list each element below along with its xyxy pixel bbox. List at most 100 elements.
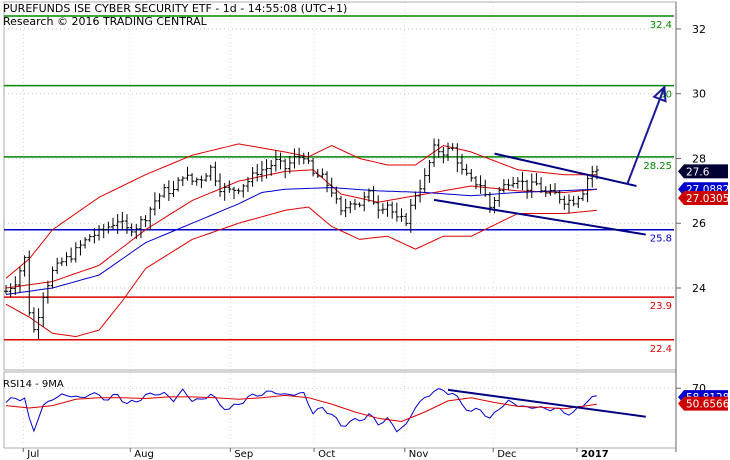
- ohlc-bar: [483, 179, 488, 197]
- price-tag-label: 50.6566: [686, 399, 730, 411]
- ohlc-bar: [124, 214, 129, 234]
- price-tag-label: 27.0305: [686, 193, 729, 205]
- ohlc-bar: [185, 166, 190, 181]
- ohlc-bar: [31, 307, 36, 333]
- ohlc-bar: [22, 255, 27, 277]
- forecast-arrow-shaft: [626, 86, 666, 185]
- chart-subtitle: Research © 2016 TRADING CENTRAL: [3, 15, 208, 28]
- ohlc-bar: [325, 171, 330, 193]
- ohlc-bar: [297, 147, 302, 165]
- ohlc-bar: [371, 186, 376, 205]
- level-label: 25.8: [650, 234, 672, 245]
- ohlc-bar: [446, 142, 451, 161]
- ohlc-bar: [380, 203, 385, 214]
- ohlc-bar: [236, 188, 241, 195]
- ohlc-bar: [59, 257, 64, 266]
- ohlc-bar: [208, 164, 213, 181]
- ohlc-bar: [459, 153, 464, 175]
- ohlc-bar: [199, 175, 204, 189]
- chart-title: PUREFUNDS ISE CYBER SECURITY ETF - 1d - …: [3, 2, 347, 15]
- ohlc-bar: [148, 206, 153, 231]
- forecast-arrow-head: [652, 85, 667, 103]
- ohlc-bar: [585, 174, 590, 203]
- ohlc-bar: [45, 280, 50, 304]
- ohlc-bar: [394, 202, 399, 222]
- ohlc-bar: [264, 159, 269, 179]
- ohlc-bar: [529, 173, 534, 199]
- ohlc-bar: [548, 184, 553, 196]
- trendline: [433, 198, 646, 236]
- ohlc-bar: [525, 179, 530, 199]
- ohlc-bar: [171, 180, 176, 198]
- ohlc-bar: [106, 221, 111, 234]
- ohlc-bar: [17, 266, 22, 293]
- ohlc-bar: [441, 146, 446, 164]
- x-tick-label: Nov: [409, 449, 429, 460]
- x-tick-label: Jul: [26, 449, 39, 460]
- ohlc-bar: [306, 151, 311, 164]
- trendlines: [433, 85, 667, 236]
- ohlc-bar: [455, 143, 460, 173]
- ohlc-bar: [157, 193, 162, 209]
- ohlc-bar: [250, 167, 255, 187]
- y-tick-label: 26: [692, 217, 706, 230]
- ohlc-bar: [506, 179, 511, 191]
- ohlc-bar: [469, 168, 474, 182]
- ohlc-bar: [464, 164, 469, 176]
- rsi-ma-line: [5, 394, 597, 423]
- ohlc-bar: [408, 198, 413, 233]
- ohlc-bar: [362, 191, 367, 212]
- ohlc-bar: [134, 223, 139, 240]
- ohlc-bar: [194, 177, 199, 186]
- ohlc-bar: [478, 175, 483, 194]
- ohlc-bar: [27, 250, 32, 316]
- ohlc-bar: [422, 168, 427, 193]
- ohlc-bar: [385, 201, 390, 217]
- level-label: 32.4: [650, 20, 672, 31]
- bollinger-lower: [5, 206, 597, 338]
- level-label: 22.4: [650, 344, 672, 355]
- trendline: [494, 152, 637, 187]
- ohlc-bar: [352, 199, 357, 210]
- ohlc-bar: [334, 186, 339, 204]
- x-tick-label: Aug: [134, 449, 154, 460]
- ohlc-bar: [50, 266, 55, 289]
- ohlc-bar: [83, 237, 88, 249]
- ohlc-bar: [92, 228, 97, 244]
- y-tick-label: 28: [692, 152, 706, 165]
- ohlc-bar: [166, 180, 171, 201]
- chart-grid: [3, 1, 677, 452]
- ohlc-bar: [427, 159, 432, 183]
- time-axis: Jul Aug Sep Oct Nov Dec 2017: [22, 448, 609, 460]
- ohlc-bar: [278, 152, 283, 170]
- level-label: 28.25: [643, 161, 672, 172]
- ohlc-bar: [357, 202, 362, 208]
- ohlc-bar: [450, 143, 455, 151]
- ohlc-bar: [36, 308, 41, 340]
- ohlc-bar: [348, 200, 353, 214]
- level-label: 23.9: [650, 301, 672, 312]
- ohlc-bar: [283, 158, 288, 179]
- ohlc-bar: [13, 276, 18, 295]
- ohlc-bar: [255, 164, 260, 182]
- ohlc-bar: [566, 194, 571, 214]
- price-bars: [4, 138, 599, 340]
- ohlc-bar: [301, 152, 306, 165]
- ohlc-bar: [432, 138, 437, 167]
- ohlc-bar: [562, 195, 567, 210]
- ohlc-bar: [553, 183, 558, 195]
- ohlc-bar: [241, 184, 246, 198]
- ohlc-bar: [320, 168, 325, 178]
- ohlc-bar: [343, 198, 348, 218]
- ohlc-bar: [390, 201, 395, 219]
- rsi-panel: [5, 388, 646, 433]
- ohlc-bar: [311, 157, 316, 177]
- ohlc-bar: [366, 188, 371, 202]
- rsi-trendline: [447, 388, 646, 418]
- ohlc-bar: [534, 172, 539, 186]
- ohlc-bar: [97, 225, 102, 241]
- ohlc-bar: [404, 213, 409, 227]
